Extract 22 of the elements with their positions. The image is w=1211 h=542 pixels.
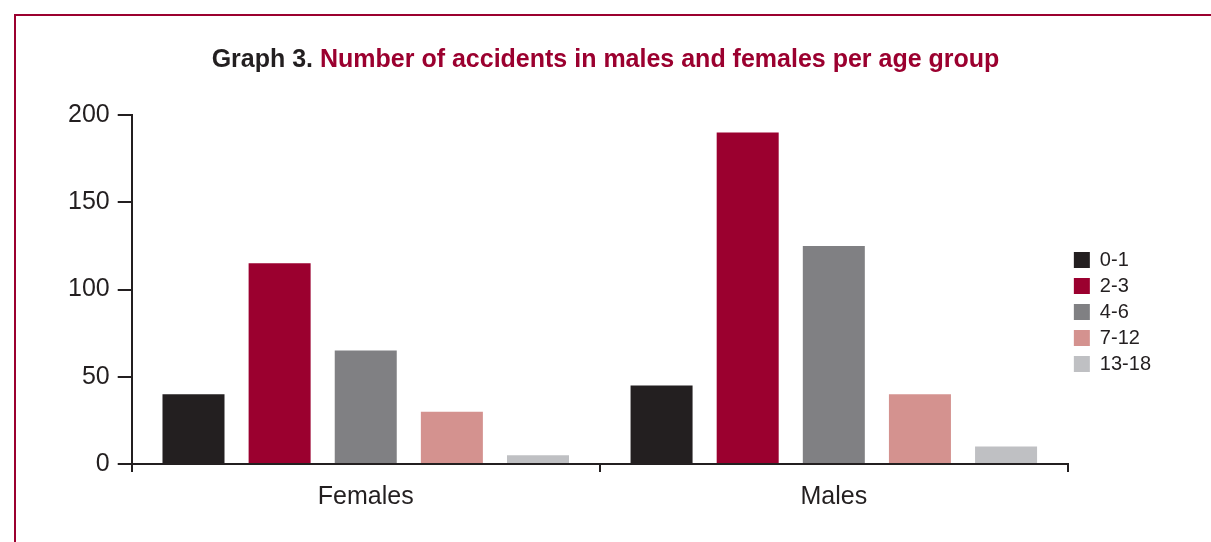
bar (975, 446, 1038, 463)
y-tick-label: 100 (67, 273, 110, 302)
legend-label: 2-3 (1099, 273, 1129, 296)
bar (334, 350, 397, 463)
legend-label: 7-12 (1099, 325, 1140, 348)
bar (420, 411, 483, 463)
legend-label: 0-1 (1099, 247, 1129, 270)
y-tick-label: 200 (67, 98, 110, 127)
bar (506, 455, 569, 463)
bar (716, 132, 779, 463)
y-tick-label: 50 (81, 360, 110, 389)
chart-subtitle: Number of accidents in males and females per age group (320, 44, 1000, 72)
legend-label: 13-18 (1099, 351, 1151, 374)
x-tick-label: Males (800, 480, 868, 509)
y-tick-label: 150 (67, 186, 110, 215)
bar (802, 245, 865, 463)
bar (248, 263, 311, 463)
chart-title: Graph 3. (211, 44, 314, 72)
x-tick-label: Females (317, 480, 414, 509)
bar (888, 394, 951, 463)
legend-label: 4-6 (1099, 299, 1129, 322)
y-tick-label: 0 (95, 447, 110, 476)
